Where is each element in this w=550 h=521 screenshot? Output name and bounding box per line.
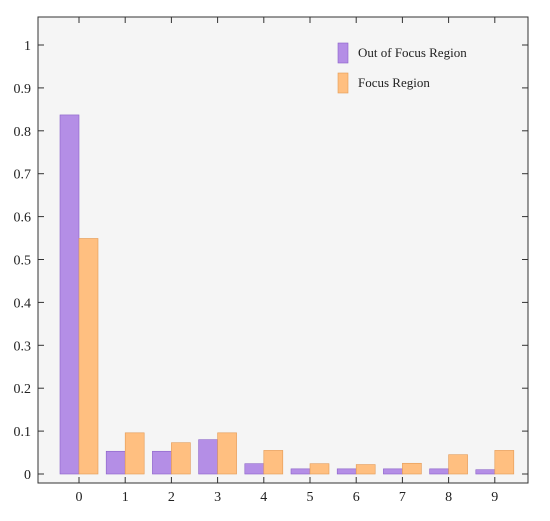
x-tick-label-3: 3 (214, 490, 221, 505)
x-tick-label-9: 9 (491, 490, 498, 505)
x-tick-label-5: 5 (307, 490, 314, 505)
y-tick-label-7: 0.7 (14, 168, 32, 183)
y-tick-label-5: 0.5 (14, 254, 32, 269)
y-tick-label-6: 0.6 (14, 211, 32, 226)
x-tick-label-0: 0 (76, 490, 83, 505)
x-tick-label-8: 8 (445, 490, 452, 505)
y-tick-label-2: 0.2 (14, 382, 32, 397)
x-tick-label-4: 4 (260, 490, 267, 505)
bar-focus-5 (309, 463, 330, 475)
bar-focus-8 (448, 454, 468, 475)
bar-out-of-focus-1 (105, 450, 126, 475)
bar-out-of-focus-0 (59, 114, 80, 475)
bar-out-of-focus-7 (383, 468, 403, 475)
y-tick-label-3: 0.3 (14, 339, 32, 354)
bar-out-of-focus-3 (198, 439, 218, 475)
y-tick-label-4: 0.4 (14, 296, 32, 311)
bar-focus-3 (217, 432, 237, 475)
bar-focus-4 (263, 450, 284, 475)
bar-focus-2 (171, 442, 191, 475)
bar-out-of-focus-8 (429, 468, 449, 475)
x-tick-label-2: 2 (168, 490, 175, 505)
bar-out-of-focus-2 (152, 450, 172, 475)
bar-out-of-focus-9 (475, 469, 496, 475)
x-tick-label-1: 1 (122, 490, 129, 505)
axes-group: 0 1 2 3 4 5 6 7 8 9 0 0.1 0.2 0.3 0.4 0.5 0.6 0.7 0.8 0.9 1 (14, 17, 528, 505)
bars-group (59, 114, 515, 475)
bar-out-of-focus-5 (290, 468, 311, 475)
legend-label-focus: Focus Region (358, 75, 430, 90)
legend-swatch-focus (337, 72, 349, 94)
legend: Out of Focus Region Focus Region (337, 42, 467, 94)
bar-out-of-focus-6 (336, 468, 357, 475)
bar-focus-6 (355, 464, 376, 475)
y-tick-label-8: 0.8 (14, 125, 32, 140)
x-tick-label-6: 6 (353, 490, 360, 505)
bar-focus-1 (124, 432, 145, 475)
x-tick-label-7: 7 (399, 490, 406, 505)
bar-focus-7 (402, 462, 422, 475)
bar-focus-0 (78, 238, 99, 475)
y-tick-label-10: 1 (24, 39, 31, 54)
bar-focus-9 (494, 450, 515, 475)
plot-area (37, 16, 529, 484)
legend-label-out-of-focus: Out of Focus Region (358, 45, 467, 60)
bar-out-of-focus-4 (244, 463, 265, 475)
y-tick-label-9: 0.9 (14, 82, 32, 97)
legend-swatch-out-of-focus (337, 42, 349, 64)
y-tick-label-1: 0.1 (14, 425, 32, 440)
y-tick-label-0: 0 (24, 468, 31, 483)
